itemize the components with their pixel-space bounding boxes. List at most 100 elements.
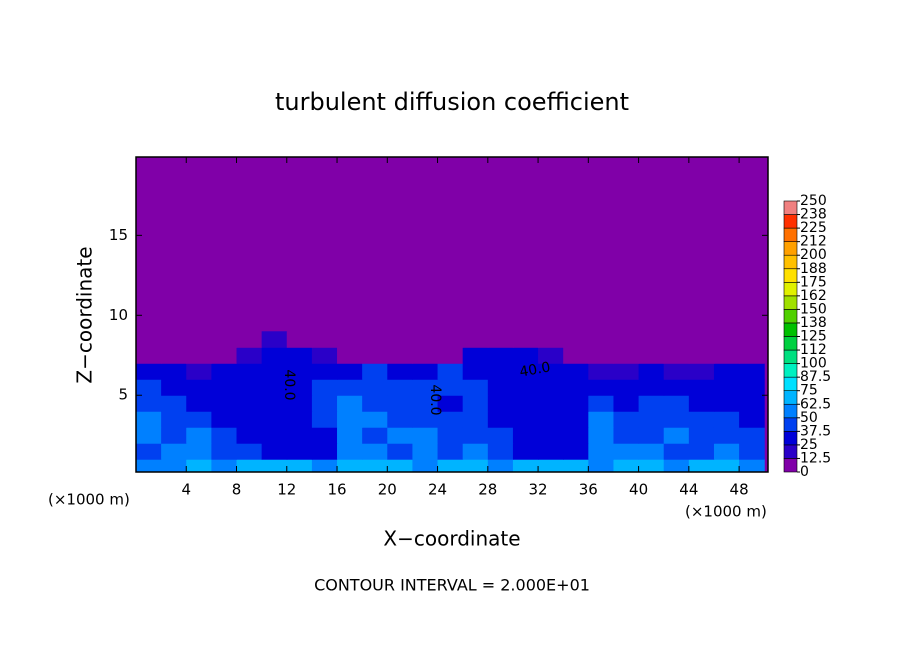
heatmap-cell (688, 427, 715, 444)
x-tick-label: 32 (529, 481, 548, 499)
heatmap-cell (663, 347, 690, 364)
heatmap-cell (211, 411, 238, 428)
heatmap-cell (739, 363, 765, 380)
heatmap-cell (286, 427, 313, 444)
y-axis-label: Z−coordinate (73, 246, 97, 383)
colorbar-bin (783, 349, 798, 364)
heatmap-cell (286, 443, 313, 460)
heatmap-cell (588, 379, 614, 396)
heatmap-cell (161, 443, 187, 460)
heatmap-cell (588, 347, 614, 364)
heatmap-cell (437, 459, 464, 472)
heatmap-cell (337, 363, 363, 380)
heatmap-cell (588, 443, 614, 460)
heatmap-cell (236, 459, 263, 472)
heatmap-cell (161, 363, 187, 380)
heatmap-cell (538, 395, 564, 412)
colorbar-bin (783, 281, 798, 297)
heatmap-cell (588, 459, 614, 472)
y-tick-label: 15 (109, 226, 128, 244)
heatmap-cell (311, 379, 338, 396)
heatmap-cell (186, 459, 212, 472)
heatmap-cell (161, 411, 187, 428)
heatmap-cell (487, 427, 514, 444)
heatmap-cell (261, 459, 288, 472)
x-axis-label: X−coordinate (383, 527, 520, 551)
heatmap-cell (286, 395, 313, 412)
contour-label: 40.0 (281, 369, 297, 400)
heatmap-cell (512, 459, 539, 472)
heatmap-cell (613, 363, 640, 380)
heatmap-cell (261, 443, 288, 460)
heatmap-cell (136, 443, 162, 460)
heatmap-cell (286, 459, 313, 472)
heatmap-cell (588, 363, 614, 380)
heatmap-cell (211, 443, 238, 460)
heatmap-cell (261, 331, 288, 348)
heatmap-cell (512, 363, 539, 380)
heatmap-cell (713, 427, 740, 444)
heatmap-cell (512, 427, 539, 444)
heatmap-cell (211, 379, 238, 396)
heatmap-cell (713, 347, 740, 364)
heatmap-cell (713, 363, 740, 380)
heatmap-cell (739, 331, 765, 348)
heatmap-cell (136, 459, 162, 472)
heatmap-cell (437, 443, 464, 460)
heatmap-cell (462, 363, 489, 380)
heatmap-cell (311, 427, 338, 444)
heatmap-cell (286, 347, 313, 364)
colorbar-label: 150 (800, 301, 827, 317)
heatmap-cell (387, 347, 413, 364)
heatmap-cell (412, 459, 439, 472)
colorbar-bin (783, 241, 798, 256)
heatmap-cell (161, 395, 187, 412)
heatmap-cell (688, 443, 715, 460)
colorbar-label: 12.5 (800, 450, 831, 466)
colorbar-bin (783, 254, 798, 270)
heatmap-cell (739, 379, 765, 396)
heatmap-cell (563, 395, 589, 412)
heatmap-cell (236, 443, 263, 460)
heatmap-cell (437, 427, 464, 444)
heatmap-cell (663, 379, 690, 396)
colorbar-label: 212 (800, 234, 827, 250)
heatmap-cell (713, 459, 740, 472)
x-tick-label: 8 (232, 481, 242, 499)
heatmap-cell (236, 411, 263, 428)
heatmap-cell (613, 379, 640, 396)
colorbar-bin (783, 390, 798, 405)
heatmap-cell (362, 395, 388, 412)
heatmap-cell (337, 459, 363, 472)
heatmap-cell (487, 411, 514, 428)
heatmap-cell (136, 379, 162, 396)
heatmap-cell (487, 379, 514, 396)
heatmap-cell (638, 379, 665, 396)
heatmap-cell (638, 411, 665, 428)
heatmap-cell (563, 363, 589, 380)
y-tick-label: 5 (118, 386, 128, 404)
heatmap-cell (638, 347, 665, 364)
heatmap-cell (638, 331, 665, 348)
heatmap-cell (688, 395, 715, 412)
heatmap-cell (236, 379, 263, 396)
heatmap-cell (362, 331, 388, 348)
heatmap-cell (613, 411, 640, 428)
colorbar-label: 87.5 (800, 369, 831, 385)
colorbar-label: 250 (800, 193, 827, 209)
heatmap-cell (186, 427, 212, 444)
colorbar-label: 200 (800, 247, 827, 263)
heatmap-cell (462, 411, 489, 428)
colorbar-bin (783, 227, 798, 242)
colorbar-label: 75 (800, 383, 818, 399)
heatmap-cell (311, 363, 338, 380)
heatmap-cell (688, 459, 715, 472)
heatmap-cell (613, 427, 640, 444)
heatmap-cell (261, 363, 288, 380)
colorbar-bin (783, 363, 798, 378)
heatmap-cell (512, 347, 539, 364)
colorbar-label: 162 (800, 288, 827, 304)
heatmap-cell (437, 363, 464, 380)
y-tick-label: 10 (109, 306, 128, 324)
